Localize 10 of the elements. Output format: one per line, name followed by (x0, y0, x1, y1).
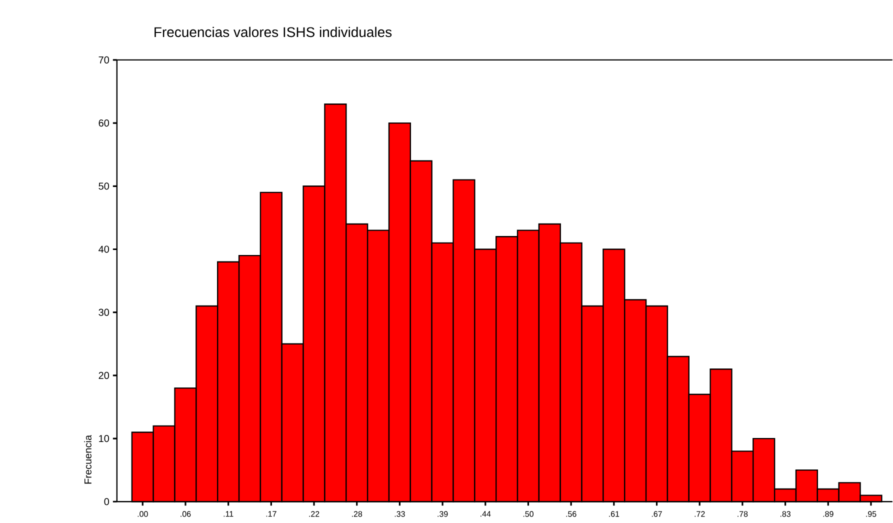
y-tick-label: 0 (104, 498, 110, 506)
y-tick-label: 20 (98, 372, 110, 380)
y-tick-label: 40 (98, 246, 110, 253)
y-tick-label: 50 (98, 182, 110, 190)
y-axis-title: Frecuencia (84, 435, 92, 484)
y-tick-label: 30 (98, 308, 110, 316)
y-tick-label: 60 (98, 120, 110, 127)
y-tick-label: 70 (98, 56, 110, 64)
y-tick-label: 10 (99, 435, 110, 442)
chart-title: Frecuencias valores ISHS individuales (154, 27, 392, 38)
